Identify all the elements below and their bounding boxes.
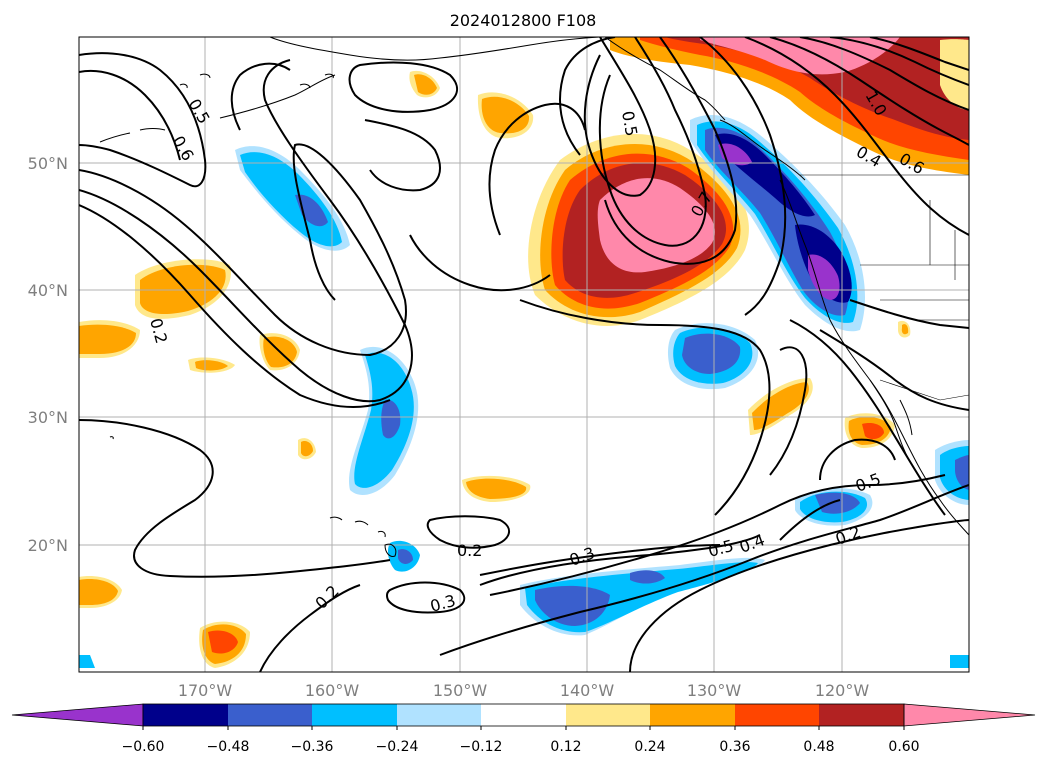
colorbar-tick-label: 0.24 <box>634 739 665 755</box>
colorbar-segment <box>481 704 566 726</box>
colorbar-segment <box>143 704 228 726</box>
lon-label: 120°W <box>815 681 870 700</box>
colorbar-tick-label: 0.12 <box>550 739 581 755</box>
lon-label: 150°W <box>433 681 488 700</box>
map-title: 2024012800 F108 <box>450 11 597 30</box>
lon-label: 130°W <box>687 681 742 700</box>
colorbar-segment <box>397 704 481 726</box>
colorbar-segment <box>650 704 735 726</box>
lat-label: 50°N <box>28 154 68 173</box>
contour-label: 0.2 <box>457 541 482 560</box>
lat-label: 40°N <box>28 281 68 300</box>
map-grid <box>79 37 969 672</box>
colorbar-tick-label: −0.60 <box>122 739 165 755</box>
lon-label: 170°W <box>178 681 233 700</box>
colorbar-tick-label: −0.24 <box>376 739 419 755</box>
colorbar-segment <box>228 704 312 726</box>
map-frame <box>78 36 970 673</box>
lon-label: 160°W <box>305 681 360 700</box>
lon-label: 140°W <box>560 681 615 700</box>
colorbar-segment <box>312 704 397 726</box>
longitude-labels: 170°W 160°W 150°W 140°W 130°W 120°W <box>178 681 870 700</box>
colorbar-tick-label: −0.48 <box>207 739 250 755</box>
map-panel: 0.5 0.6 0.2 0.5 0.7 1.0 0.4 0.6 0.2 0.3 … <box>79 37 969 672</box>
colorbar-segment <box>735 704 819 726</box>
colorbar-extend-high <box>903 703 1036 727</box>
contour-lines <box>79 37 969 672</box>
colorbar-tick-label: −0.12 <box>460 739 503 755</box>
colorbar-tick-label: 0.48 <box>803 739 834 755</box>
coastlines <box>99 37 969 557</box>
colorbar-segment <box>819 704 904 726</box>
contour-label: 0.5 <box>618 109 641 137</box>
anomaly-shading <box>79 37 969 668</box>
colorbar: −0.60 −0.48 −0.36 −0.24 −0.12 0.12 0.24 … <box>11 703 1036 755</box>
colorbar-tick-label: −0.36 <box>291 739 334 755</box>
colorbar-extend-low <box>11 703 144 727</box>
colorbar-tick-label: 0.60 <box>888 739 919 755</box>
latitude-labels: 50°N 40°N 30°N 20°N <box>28 154 68 555</box>
lat-label: 30°N <box>28 408 68 427</box>
colorbar-segment <box>566 704 650 726</box>
lat-label: 20°N <box>28 536 68 555</box>
colorbar-tick-label: 0.36 <box>719 739 750 755</box>
